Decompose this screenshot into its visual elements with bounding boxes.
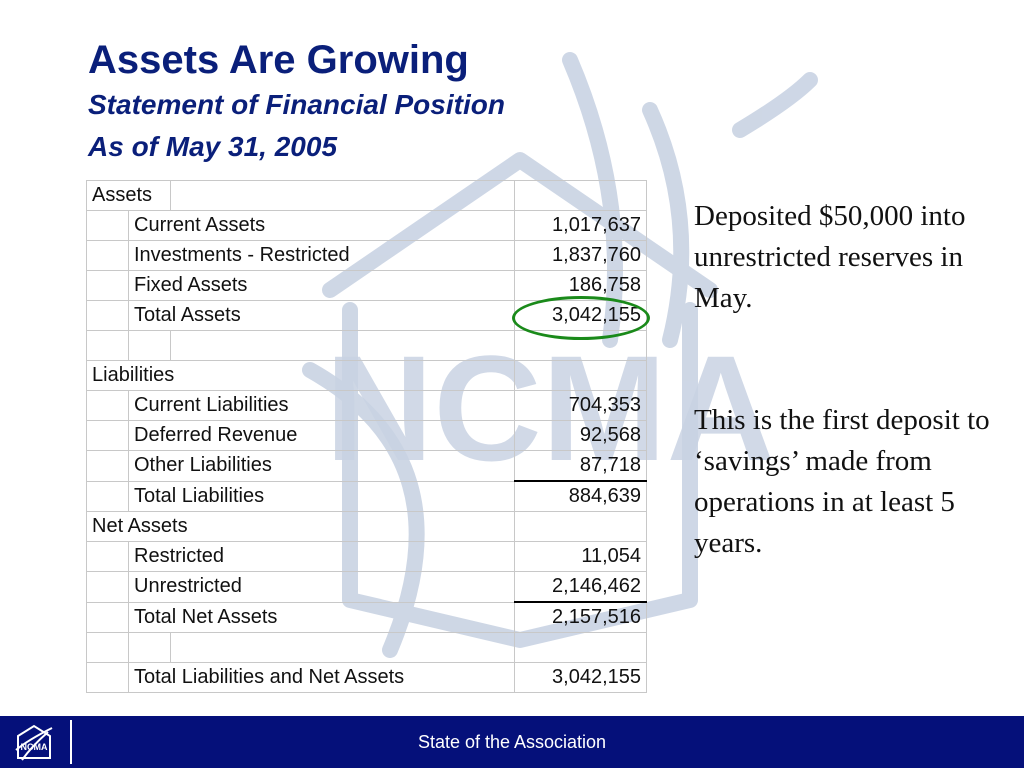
grand-total-value: 3,042,155	[514, 662, 647, 693]
row-value: 704,353	[514, 390, 647, 421]
assets-header: Assets	[86, 180, 171, 211]
table-row: Unrestricted 2,146,462	[86, 571, 647, 603]
liabilities-header: Liabilities	[86, 360, 515, 391]
row-value: 87,718	[514, 450, 647, 482]
row-value: 2,146,462	[514, 571, 647, 603]
highlight-circle	[512, 296, 650, 340]
footer-text-wrap: State of the Association	[0, 732, 1024, 753]
row-label: Unrestricted	[128, 571, 515, 603]
ncma-logo-icon: NCMA	[15, 724, 53, 761]
financial-position-table: Assets Current Assets 1,017,637 Investmen…	[86, 180, 647, 693]
table-row: Restricted 11,054	[86, 541, 647, 572]
table-section-header: Assets	[86, 180, 647, 211]
row-label: Current Assets	[128, 210, 515, 241]
footer-bar: NCMA State of the Association	[0, 716, 1024, 768]
row-label: Current Liabilities	[128, 390, 515, 421]
row-label: Restricted	[128, 541, 515, 572]
table-row: Total Net Assets 2,157,516	[86, 601, 647, 633]
slide-title: Assets Are Growing	[88, 38, 469, 82]
row-label: Other Liabilities	[128, 450, 515, 482]
logo-text: NCMA	[21, 742, 48, 752]
grand-total-label: Total Liabilities and Net Assets	[128, 662, 515, 693]
row-value: 1,017,637	[514, 210, 647, 241]
title-block: Assets Are Growing Statement of Financia…	[88, 36, 505, 168]
row-label: Deferred Revenue	[128, 420, 515, 451]
table-row: Total Liabilities and Net Assets 3,042,15…	[86, 662, 647, 693]
row-label: Total Net Assets	[128, 601, 515, 633]
slide-subtitle-line2: As of May 31, 2005	[88, 131, 338, 162]
table-row: Current Assets 1,017,637	[86, 210, 647, 241]
note-first-deposit: This is the first deposit to ‘savings’ m…	[694, 404, 990, 559]
table-row: Investments - Restricted 1,837,760	[86, 240, 647, 271]
table-row: Deferred Revenue 92,568	[86, 420, 647, 451]
net-assets-header: Net Assets	[86, 511, 515, 542]
table-section-header: Net Assets	[86, 511, 647, 542]
table-section-header: Liabilities	[86, 360, 647, 391]
note-deposit: Deposited $50,000 into unrestricted rese…	[694, 200, 966, 314]
table-row: Other Liabilities 87,718	[86, 450, 647, 482]
row-label: Investments - Restricted	[128, 240, 515, 271]
row-label: Total Assets	[128, 300, 515, 331]
row-value: 11,054	[514, 541, 647, 572]
row-value: 1,837,760	[514, 240, 647, 271]
row-value: 2,157,516	[514, 601, 647, 633]
table-row-empty	[86, 632, 647, 663]
row-label: Fixed Assets	[128, 270, 515, 301]
row-value: 92,568	[514, 420, 647, 451]
footer-text: State of the Association	[417, 732, 607, 752]
table-row: Fixed Assets 186,758	[86, 270, 647, 301]
table-row-empty	[86, 330, 647, 361]
table-row: Total Liabilities 884,639	[86, 480, 647, 512]
footer-divider	[70, 720, 72, 764]
slide-subtitle-line1: Statement of Financial Position	[88, 89, 505, 120]
row-label: Total Liabilities	[128, 480, 515, 512]
row-value: 884,639	[514, 480, 647, 512]
table-row: Current Liabilities 704,353	[86, 390, 647, 421]
